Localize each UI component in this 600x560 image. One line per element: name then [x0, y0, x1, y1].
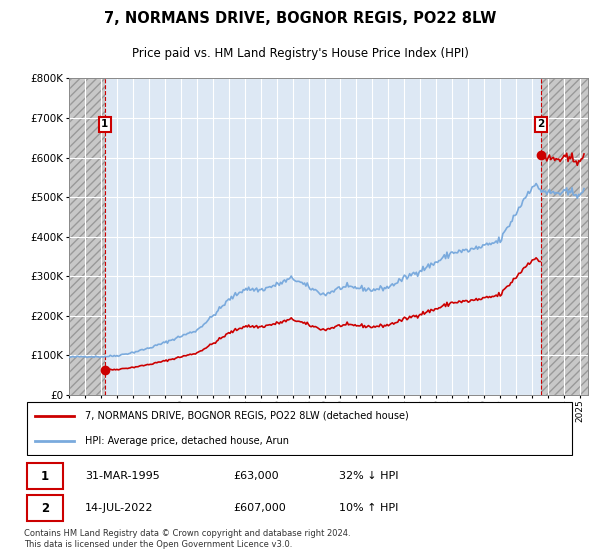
Text: Price paid vs. HM Land Registry's House Price Index (HPI): Price paid vs. HM Land Registry's House …	[131, 47, 469, 60]
Text: 7, NORMANS DRIVE, BOGNOR REGIS, PO22 8LW (detached house): 7, NORMANS DRIVE, BOGNOR REGIS, PO22 8LW…	[85, 410, 409, 421]
Text: 7, NORMANS DRIVE, BOGNOR REGIS, PO22 8LW: 7, NORMANS DRIVE, BOGNOR REGIS, PO22 8LW	[104, 11, 496, 26]
Text: 31-MAR-1995: 31-MAR-1995	[85, 471, 160, 481]
Text: £63,000: £63,000	[234, 471, 280, 481]
FancyBboxPatch shape	[27, 495, 62, 521]
Text: £607,000: £607,000	[234, 503, 287, 513]
FancyBboxPatch shape	[27, 463, 62, 489]
Text: 1: 1	[101, 119, 109, 129]
Text: 2: 2	[41, 502, 49, 515]
Text: 14-JUL-2022: 14-JUL-2022	[85, 503, 153, 513]
Text: 1: 1	[41, 469, 49, 483]
Text: 10% ↑ HPI: 10% ↑ HPI	[338, 503, 398, 513]
Text: 2: 2	[537, 119, 544, 129]
FancyBboxPatch shape	[27, 402, 572, 455]
Text: Contains HM Land Registry data © Crown copyright and database right 2024.
This d: Contains HM Land Registry data © Crown c…	[24, 529, 350, 549]
Text: 32% ↓ HPI: 32% ↓ HPI	[338, 471, 398, 481]
Text: HPI: Average price, detached house, Arun: HPI: Average price, detached house, Arun	[85, 436, 289, 446]
